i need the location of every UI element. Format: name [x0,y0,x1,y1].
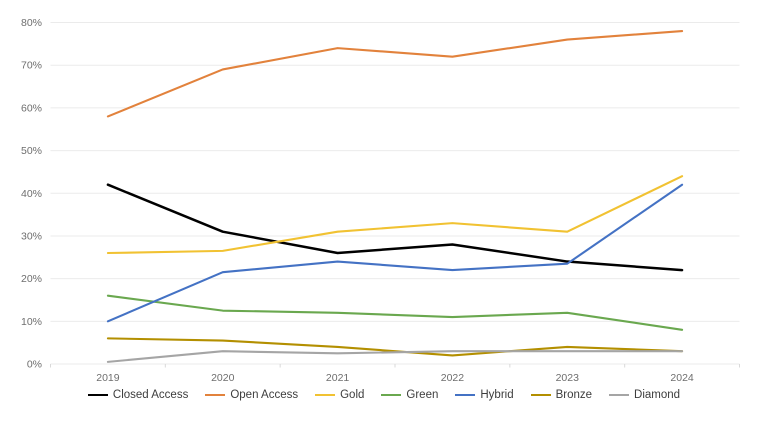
legend-swatch-bronze [530,393,551,397]
y-axis-tick-label: 10% [21,316,42,328]
x-axis-ticks-group [50,364,740,368]
y-axis-labels-group: 0% 10% 20% 30% 40% 50% 60% 70% 80% [21,17,42,371]
legend-item-open-access: Open Access [205,389,298,401]
legend-item-gold: Gold [315,389,364,401]
legend-item-diamond: Diamond [609,389,680,401]
legend-swatch-hybrid [455,393,476,397]
y-axis-tick-label: 0% [27,359,42,371]
legend-item-bronze: Bronze [530,389,593,401]
y-axis-tick-label: 70% [21,60,42,72]
legend-swatch-open-access [205,393,226,397]
y-axis-tick-label: 50% [21,145,42,157]
x-axis-tick-label: 2022 [441,372,465,384]
legend-swatch-closed-access [87,393,108,397]
series-line-hybrid [106,183,684,323]
chart-legend: Closed Access Open Access Gold Green Hybrid B… [0,389,768,401]
legend-item-hybrid: Hybrid [455,389,514,401]
x-axis-tick-label: 2020 [211,372,235,384]
series-line-open-access [106,29,684,118]
legend-label: Gold [340,389,365,401]
line-chart-canvas: 0%10%20%30%40%50%60%70%80% 2019 2020 2021 2… [21,17,740,384]
legend-item-green: Green [381,389,438,401]
y-axis-tick-label: 20% [21,273,42,285]
y-axis-tick-label: 40% [21,188,42,200]
legend-label: Closed Access [112,389,189,401]
series-line-green [106,294,684,331]
series-line-gold [106,175,684,255]
legend-swatch-gold [315,393,336,397]
legend-label: Diamond [634,389,681,401]
legend-label: Open Access [230,389,299,401]
series-line-diamond [106,350,684,363]
x-axis-tick-label: 2019 [96,372,120,384]
x-axis-tick-label: 2024 [670,372,694,384]
legend-swatch-green [381,393,402,397]
y-axis-tick-label: 80% [21,17,42,29]
legend-item-closed-access: Closed Access [87,389,189,401]
y-axis-tick-label: 60% [21,102,42,114]
legend-label: Green [406,389,439,401]
gridlines-group [50,22,740,365]
legend-label: Bronze [555,389,593,401]
legend-swatch-diamond [609,393,630,397]
series-line-bronze [106,337,684,357]
x-axis-tick-label: 2023 [556,372,580,384]
legend-label: Hybrid [480,389,514,401]
y-axis-tick-label: 30% [21,230,42,242]
series-lines-group [106,29,684,363]
x-axis-tick-label: 2021 [326,372,350,384]
series-line-closed-access [106,183,684,272]
x-axis-labels-group: 2019 2020 2021 2022 2023 2024 [96,372,694,384]
